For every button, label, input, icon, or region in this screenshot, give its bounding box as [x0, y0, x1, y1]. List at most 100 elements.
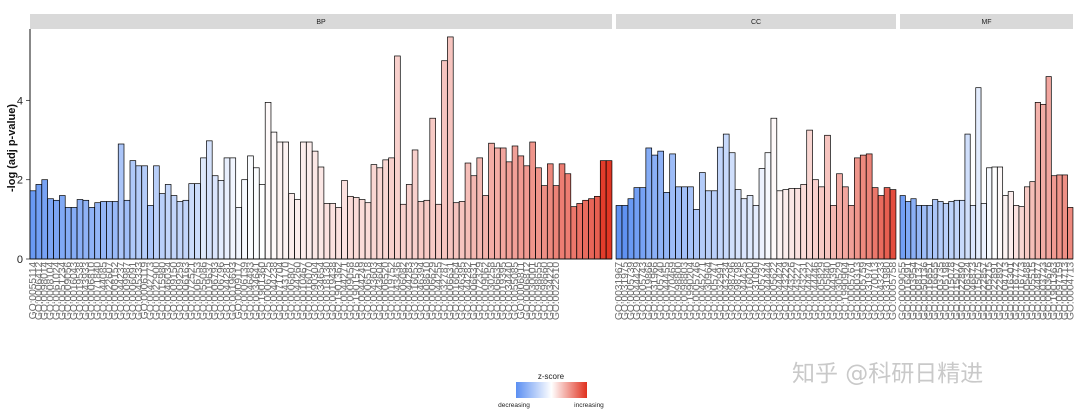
x-tick-label: GO:0045333 — [133, 262, 145, 320]
bar-bp-46 — [300, 141, 307, 260]
x-tick-label: GO:0008152 — [109, 262, 121, 320]
bar-mf-22 — [1018, 206, 1025, 260]
bar-bp-78 — [488, 142, 495, 260]
bar-bp-50 — [323, 203, 331, 260]
bar-mf-6 — [932, 199, 939, 260]
bar-bp-82 — [511, 145, 519, 260]
x-tick-label: GO:0006091 — [127, 262, 139, 320]
x-tick-label: GO:1990204 — [684, 262, 696, 320]
bar-bp-9 — [82, 199, 90, 260]
bar-cc-29 — [788, 188, 796, 260]
bar-bp-19 — [141, 165, 148, 260]
x-tick-label: GO:0019752 — [386, 262, 398, 320]
bar-mf-31 — [1067, 207, 1074, 260]
x-tick-label: GO:0090304 — [309, 262, 321, 320]
bar-cc-46 — [889, 189, 897, 260]
x-tick-label: GO:0044444 — [762, 262, 774, 320]
x-tick-label: GO:0005740 — [655, 262, 667, 320]
bar-bp-30 — [206, 140, 213, 260]
bar-bp-90 — [558, 163, 566, 260]
y-axis-label: -log (adj p-value) — [6, 104, 18, 192]
bar-bp-75 — [470, 175, 478, 260]
x-tick-label: GO:0005488 — [1021, 262, 1033, 320]
x-tick-label: GO:0061024 — [50, 262, 62, 320]
bar-cc-45 — [883, 187, 891, 260]
bar-bp-2 — [41, 179, 48, 260]
bar-bp-79 — [494, 147, 501, 260]
bar-bp-10 — [88, 207, 95, 260]
x-tick-label: GO:0003954 — [908, 262, 920, 320]
x-tick-label: GO:0098014 — [39, 262, 51, 320]
bar-bp-98 — [605, 160, 613, 260]
bar-cc-43 — [871, 187, 879, 260]
legend-title: z-score — [538, 372, 565, 381]
x-tick-label: GO:0055086 — [197, 262, 209, 320]
bar-mf-5 — [926, 205, 933, 260]
bar-cc-5 — [645, 147, 653, 260]
bar-bp-39 — [258, 184, 266, 260]
bar-bp-45 — [294, 199, 301, 260]
x-tick-label: GO:0006793 — [209, 262, 221, 320]
bar-bp-74 — [464, 162, 472, 260]
bar-bp-56 — [358, 199, 366, 260]
bar-bp-70 — [441, 60, 448, 260]
x-tick-label: GO:0046873 — [967, 262, 979, 320]
bar-bp-73 — [458, 201, 466, 260]
facet-strip — [30, 14, 612, 29]
bar-bp-80 — [500, 147, 507, 260]
x-tick-label: GO:0043234 — [720, 262, 732, 320]
x-tick-label: GO:0043170 — [280, 262, 292, 320]
bar-cc-44 — [877, 195, 885, 260]
x-tick-label: GO:0034641 — [250, 262, 262, 320]
x-tick-label: GO:0032787 — [438, 262, 450, 320]
bar-bp-25 — [176, 201, 184, 260]
bar-bp-0 — [29, 190, 37, 260]
bar-bp-86 — [535, 167, 542, 260]
facet-strip-label: CC — [751, 19, 761, 26]
x-tick-label: GO:0071840 — [92, 262, 104, 320]
x-tick-label: GO:0044455 — [661, 262, 673, 320]
x-tick-label: GO:0016043 — [68, 262, 80, 320]
bar-cc-38 — [842, 186, 849, 260]
bar-bp-22 — [159, 193, 166, 260]
bar-bp-47 — [306, 141, 313, 260]
bar-bp-33 — [223, 157, 231, 260]
x-tick-label: GO:0006796 — [215, 262, 227, 320]
y-tick-label: 0 — [17, 254, 23, 266]
x-tick-label: GO:0005622 — [768, 262, 780, 320]
bar-bp-51 — [329, 203, 336, 260]
bar-bp-67 — [423, 199, 431, 260]
bar-cc-34 — [818, 186, 825, 260]
bar-mf-27 — [1045, 76, 1052, 260]
x-tick-label: GO:0043436 — [391, 262, 403, 320]
bar-cc-40 — [854, 157, 861, 260]
x-tick-label: GO:0004713 — [1059, 262, 1071, 320]
x-tick-label: GO:0016020 — [744, 262, 756, 320]
x-tick-label: GO:0098660 — [538, 262, 550, 320]
x-tick-label: GO:0046034 — [162, 262, 174, 320]
watermark: 知乎 @科研日精进 — [792, 361, 983, 387]
x-tick-label: GO:0006119 — [139, 262, 151, 320]
facet-strip-label: MF — [981, 19, 991, 26]
bar-mf-14 — [975, 87, 982, 260]
x-tick-label: GO:0008324 — [962, 262, 974, 320]
bar-bp-72 — [452, 202, 460, 260]
bar-cc-6 — [651, 154, 658, 260]
x-tick-label: GO:0051234 — [56, 262, 68, 320]
x-tick-label: GO:0046394 — [415, 262, 427, 320]
bar-mf-20 — [1007, 191, 1014, 260]
x-tick-label: GO:1901363 — [1048, 262, 1060, 320]
x-tick-label: GO:0006412 — [33, 262, 45, 320]
x-tick-label: GO:0019395 — [497, 262, 509, 320]
bar-bp-4 — [53, 199, 60, 260]
bar-bp-48 — [311, 150, 319, 260]
x-tick-label: GO:0004713 — [999, 262, 1011, 320]
bar-bp-87 — [541, 185, 548, 260]
bar-cc-27 — [776, 190, 784, 260]
bar-bp-59 — [376, 167, 384, 260]
bar-mf-9 — [948, 201, 955, 260]
x-tick-label: GO:0006812 — [521, 262, 533, 320]
bar-mf-12 — [964, 133, 971, 260]
x-tick-label: GO:0043229 — [780, 262, 792, 320]
